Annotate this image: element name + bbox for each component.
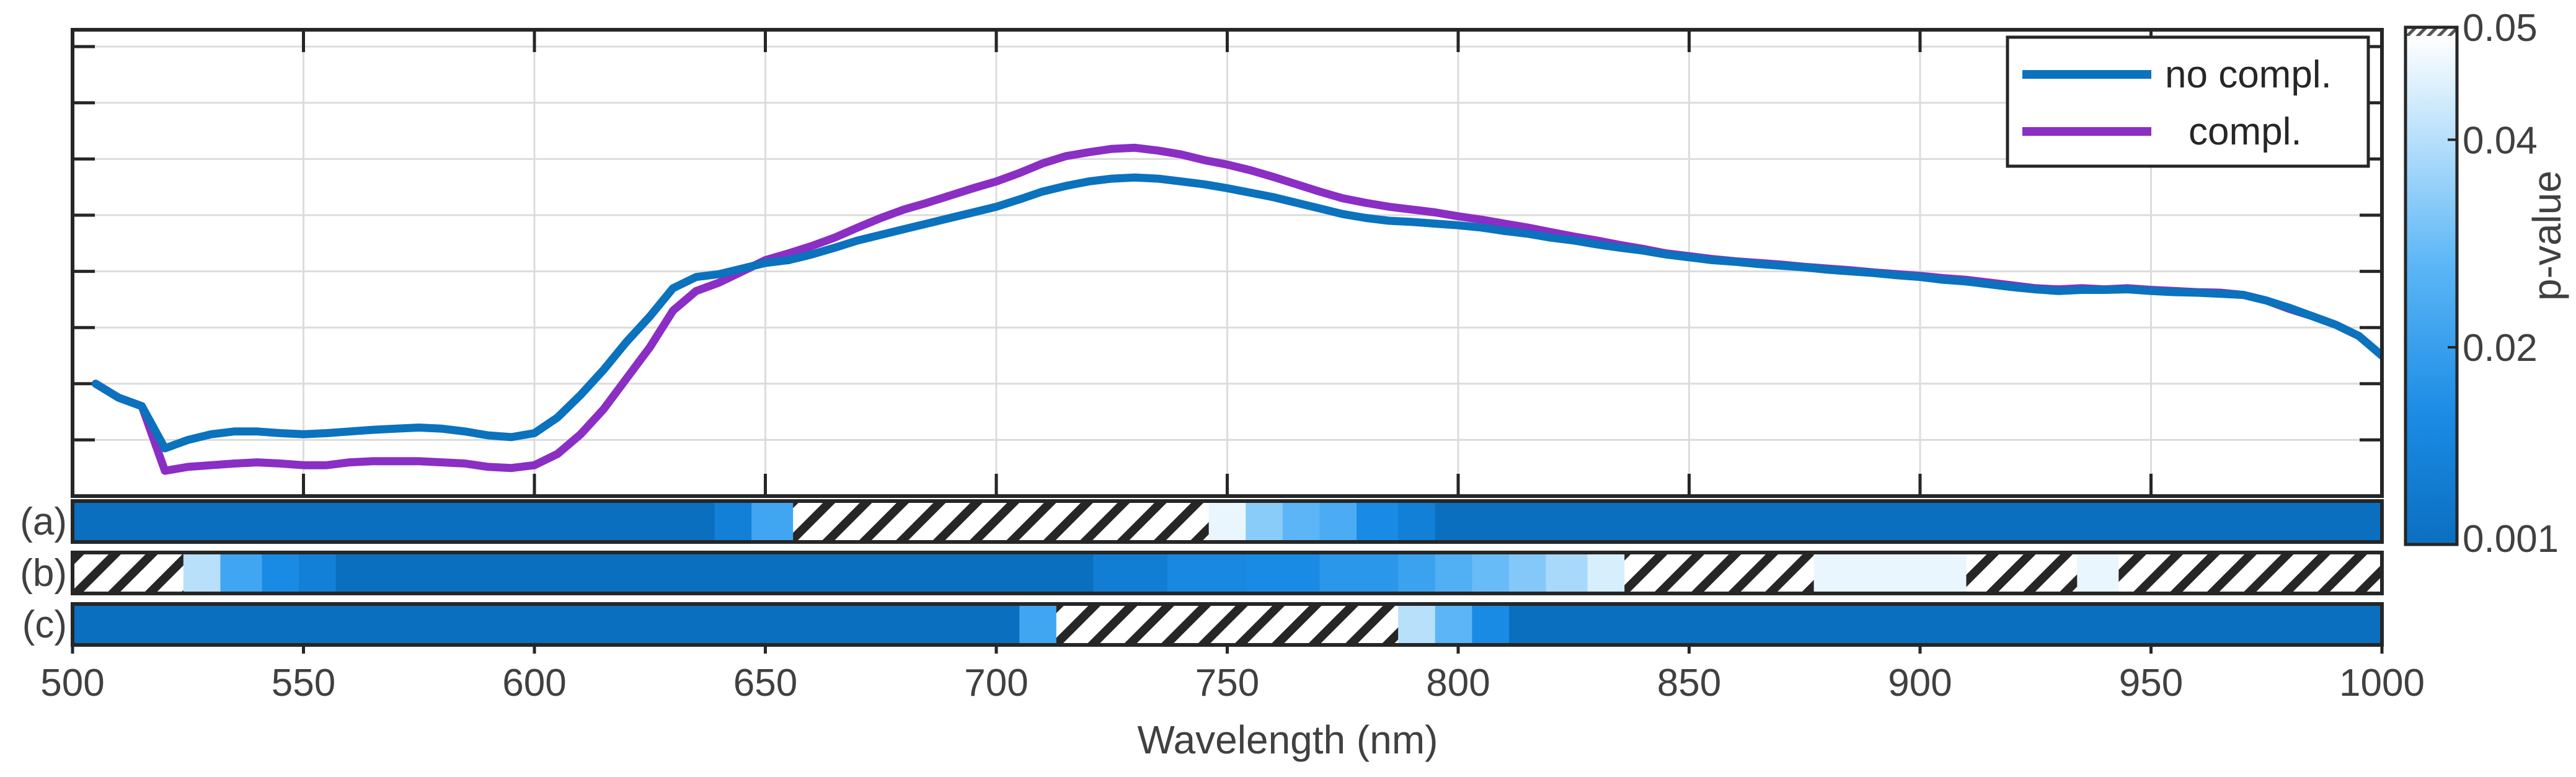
bar-segment	[1208, 501, 1246, 542]
bar-segment	[1472, 553, 1510, 593]
bar-segment	[2077, 553, 2119, 593]
significance-bars: (a) (b) (c)	[20, 499, 2384, 647]
bar-segment-hatched	[1056, 604, 1399, 645]
colorbar-tick-label: 0.001	[2463, 518, 2559, 561]
bar-segment	[1472, 604, 1510, 645]
bar-segment	[714, 501, 752, 542]
bar-segment	[1319, 501, 1357, 542]
bar-segment-hatched	[1624, 553, 1815, 593]
bar-segment	[1508, 553, 1547, 593]
bar-segment	[220, 553, 263, 593]
bar-segment	[1167, 553, 1246, 593]
bar-segment	[1546, 553, 1588, 593]
panel-label-a: (a)	[20, 500, 67, 543]
bar-segment	[1398, 501, 1436, 542]
legend-box	[2006, 35, 2370, 168]
x-tick-label: 700	[964, 662, 1028, 704]
x-tick-label: 750	[1195, 662, 1259, 704]
x-tick-label: 1000	[2339, 662, 2425, 704]
significance-bar-frame	[71, 551, 2384, 595]
colorbar-tick-label: 0.05	[2463, 7, 2538, 50]
colorbar-tick-label: 0.02	[2463, 327, 2538, 370]
bar-segment	[1813, 553, 1967, 593]
bar-segment	[1093, 553, 1168, 593]
x-tick-label: 500	[40, 662, 104, 704]
significance-bar-c: (c)	[22, 602, 2384, 647]
colorbar-label: p-value	[2525, 171, 2569, 301]
x-tick-label: 650	[733, 662, 797, 704]
legend-label-compl: compl.	[2189, 110, 2302, 153]
significance-bar-a: (a)	[20, 499, 2384, 544]
bar-segment	[335, 553, 1094, 593]
colorbar-hatch-cap	[2406, 27, 2457, 36]
significance-bar-b: (b)	[20, 551, 2384, 595]
x-axis: 500 550 600 650 700 750 800 850 900 950 1000	[40, 645, 2425, 704]
x-tick-label: 600	[502, 662, 566, 704]
bar-segment	[1435, 553, 1472, 593]
panel-label-c: (c)	[22, 603, 67, 646]
main-plot	[71, 28, 2384, 498]
bar-segment	[1246, 501, 1283, 542]
bar-segment	[1282, 501, 1321, 542]
colorbar-frame	[2404, 25, 2459, 546]
bar-segment-hatched	[793, 501, 1210, 542]
bar-segment	[751, 501, 794, 542]
bar-segment-hatched	[73, 553, 184, 593]
bar-segment	[1019, 604, 1057, 645]
bar-segment	[299, 553, 337, 593]
bar-segment	[262, 553, 299, 593]
x-axis-label: Wavelength (nm)	[1138, 717, 1438, 762]
bar-segment	[73, 501, 715, 542]
x-tick-label: 550	[272, 662, 335, 704]
bar-segment	[1246, 553, 1321, 593]
series-layer	[91, 143, 2382, 475]
colorbar-gradient	[2406, 36, 2457, 544]
bar-segment	[1357, 501, 1399, 542]
colorbar-tick-label: 0.04	[2463, 119, 2538, 162]
bar-segment	[73, 604, 1020, 645]
x-tick-label: 900	[1888, 662, 1952, 704]
x-tick-label: 850	[1657, 662, 1721, 704]
x-tick-label: 800	[1426, 662, 1490, 704]
legend: no compl. compl.	[2006, 35, 2370, 168]
colorbar-ticks: 0.05 0.04 0.02 0.001	[2448, 7, 2559, 561]
colorbar: 0.05 0.04 0.02 0.001 p-value	[2404, 7, 2569, 561]
x-tick-label: 950	[2119, 662, 2183, 704]
plot-frame	[71, 28, 2384, 498]
legend-label-no-compl: no compl.	[2165, 53, 2332, 96]
bar-segment	[183, 553, 221, 593]
bar-segment	[1435, 604, 1472, 645]
bar-segment	[1398, 553, 1436, 593]
bar-segment	[1508, 604, 2383, 645]
bar-segment	[1587, 553, 1625, 593]
series-line-no-compl	[91, 173, 2382, 453]
bar-segment	[1435, 501, 2383, 542]
bar-segment-hatched	[2118, 553, 2383, 593]
bar-segment	[1319, 553, 1399, 593]
bar-segment	[1398, 604, 1436, 645]
significance-bar-frame	[71, 499, 2384, 544]
panel-label-b: (b)	[20, 552, 67, 595]
bar-segment-hatched	[1966, 553, 2078, 593]
